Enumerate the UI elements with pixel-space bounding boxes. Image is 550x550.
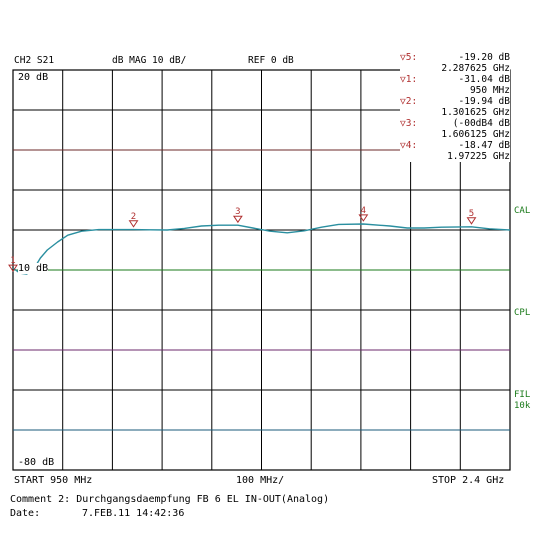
marker-id-label: 4 [361,206,366,216]
marker-readout-id: ▽4: [400,140,418,151]
marker-readout-db: (-00dB4 dB [452,118,510,129]
marker-readout-value: ▽4: -18.47 dB [400,140,510,151]
marker-3: 3 [232,207,243,224]
start-freq: START 950 MHz [14,475,93,486]
marker-readout-value: ▽5: -19.20 dB [400,52,510,63]
marker-readout-value: ▽2: -19.94 dB [400,96,510,107]
span-per-div: 100 MHz/ [236,475,285,486]
date-value: 7.FEB.11 14:42:36 [82,508,185,519]
marker-id-label: 2 [131,212,136,222]
trace-s21 [12,223,511,275]
marker-id-label: 3 [235,207,240,217]
marker-triangle [358,214,369,222]
marker-triangle [466,217,477,225]
marker-id-label: 5 [469,209,474,219]
marker-readout-id: ▽3: [400,118,418,129]
comment-text: Comment 2: Durchgangsdaempfung FB 6 EL I… [10,494,330,505]
marker-readout-freq: 1.606125 GHz [441,129,510,140]
format-label: dB MAG 10 dB/ [112,55,187,66]
marker-readout-db: -18.47 dB [458,140,510,151]
cpl-label: CPL [514,308,531,318]
fil-bw-label: 10k [514,401,531,411]
axis-ref-label: 10 dB [18,263,49,274]
cal-label: CAL [514,206,531,216]
marker-readout-db: -19.94 dB [458,96,510,107]
axis-top-label: 20 dB [18,72,49,83]
marker-2: 2 [128,212,139,228]
axis-bottom-label: -80 dB [18,457,55,468]
marker-readout-id: ▽5: [400,52,418,63]
trace-layer [12,223,511,275]
marker-readout: ▽5: -19.20 dB 2.287625 GHz ▽1: -31.04 dB 950 … [400,52,510,162]
marker-5: 5 [466,209,477,225]
marker-readout-freq: 2.287625 GHz [441,63,510,74]
marker-triangle [232,215,243,224]
marker-readout-id: ▽1: [400,74,418,85]
marker-id-label: 1 [10,256,15,266]
date-label: Date: [10,508,41,519]
marker-triangle [8,264,18,273]
fil-label: FIL [514,390,531,400]
marker-1: 1 [8,256,18,273]
marker-readout-value: ▽1: -31.04 dB [400,74,510,85]
marker-4: 4 [358,206,369,222]
marker-readout-value: ▽3: (-00dB4 dB [400,118,510,129]
marker-readout-db: -19.20 dB [458,52,510,63]
channel-label: CH2 S21 [14,55,55,66]
marker-triangle [128,220,139,228]
stop-freq: STOP 2.4 GHz [432,475,505,486]
marker-readout-freq: 950 MHz [469,85,510,96]
marker-readout-db: -31.04 dB [458,74,510,85]
marker-readout-freq: 1.97225 GHz [447,151,510,162]
grid [12,69,511,471]
marker-readout-freq: 1.301625 GHz [441,107,510,118]
marker-readout-id: ▽2: [400,96,418,107]
ref-label: REF 0 dB [248,55,294,66]
marker-layer: 1 2 3 4 5 [8,206,477,273]
